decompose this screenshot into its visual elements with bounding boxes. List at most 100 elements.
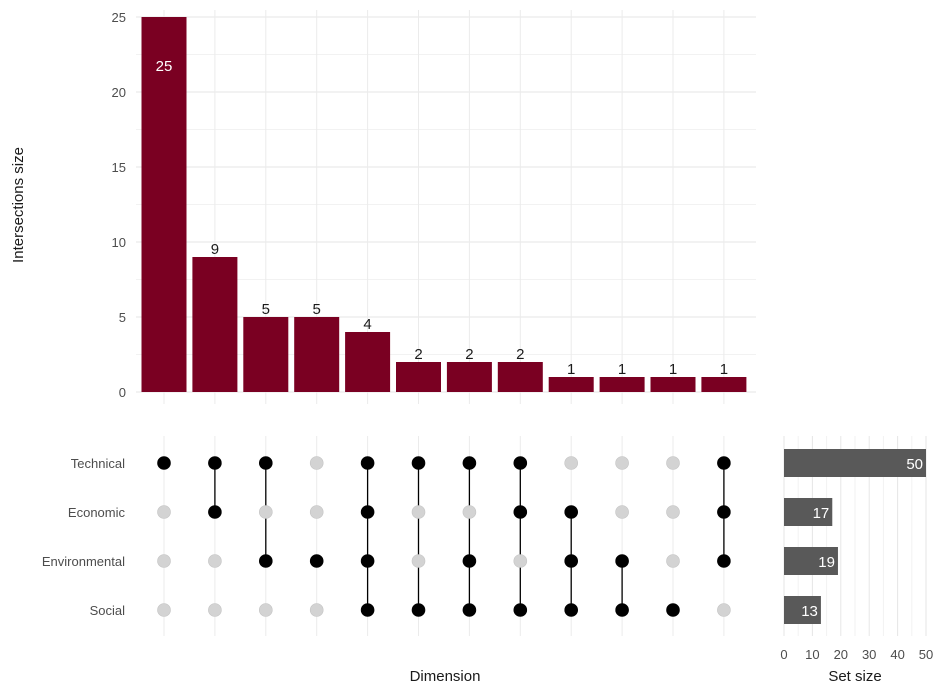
intersection-bar [548,377,594,392]
inactive-dot [309,456,324,470]
inactive-dot [411,505,426,519]
bar-value-label: 1 [567,361,575,378]
set-name-label: Economic [68,505,126,520]
set-size-tick-label: 20 [834,647,848,662]
set-size-bar [784,498,833,526]
set-size-bar [784,596,821,624]
intersection-bar [294,317,340,392]
active-dot [564,505,579,519]
active-dot [717,554,731,568]
bar-value-label: 9 [211,241,219,258]
inactive-dot [309,603,324,617]
bar-value-label: 1 [720,361,728,378]
bar-value-label: 2 [465,346,473,363]
active-dot [157,456,171,470]
bar-value-label: 1 [669,361,677,378]
inactive-dot [309,505,324,519]
set-size-tick-label: 40 [890,647,904,662]
active-dot [462,456,477,470]
inactive-dot [615,505,629,519]
bar-value-label: 25 [156,58,173,75]
active-dot [360,456,375,470]
active-dot [615,554,629,568]
active-dot [309,554,324,568]
active-dot [208,456,222,470]
set-size-tick-label: 50 [919,647,933,662]
inactive-dot [666,554,680,568]
active-dot [717,505,731,519]
set-size-tick-label: 10 [805,647,819,662]
set-size-bar [784,449,926,477]
set-size-axis-title: Set size [828,668,881,685]
inactive-dot [157,505,171,519]
active-dot [258,456,273,470]
x-axis-title: Dimension [410,668,481,685]
set-size-tick-label: 30 [862,647,876,662]
set-size-bar [784,547,838,575]
set-size-tick-label: 0 [780,647,787,662]
intersection-bar [599,377,645,392]
active-dot [615,603,629,617]
y-tick-label: 0 [119,385,126,400]
set-name-label: Social [90,603,126,618]
inactive-dot [208,603,222,617]
y-tick-label: 25 [112,10,126,25]
bar-value-label: 2 [516,346,524,363]
active-dot [564,603,579,617]
intersection-bar [345,332,391,392]
intersection-bar [446,362,492,392]
y-tick-label: 15 [112,160,126,175]
set-size-panel: 50 17 19 13 0 10 20 30 40 50 [780,449,933,662]
intersection-bar [396,362,441,392]
active-dot [462,554,477,568]
y-tick-label: 20 [112,85,126,100]
active-dot [208,505,222,519]
intersection-bars: 25 9 5 5 4 2 2 2 1 1 1 1 [141,17,747,392]
inactive-dot [564,456,579,470]
set-size-value-label: 13 [801,603,818,620]
set-name-label: Technical [71,456,125,471]
set-size-value-label: 19 [818,554,835,571]
set-size-value-label: 17 [813,505,830,522]
active-dot [513,456,528,470]
active-dot [360,554,375,568]
inactive-dot [513,554,528,568]
inactive-dot [157,603,171,617]
intersection-bar [701,377,747,392]
intersection-bar [192,257,238,392]
bar-value-label: 5 [313,301,321,318]
active-dot [411,456,426,470]
bar-value-label: 5 [262,301,270,318]
set-size-value-label: 50 [906,456,923,473]
active-dot [666,603,680,617]
active-dot [411,603,426,617]
active-dot [462,603,477,617]
intersection-bar [141,17,187,392]
inactive-dot [717,603,731,617]
set-name-label: Environmental [42,554,125,569]
active-dot [717,456,731,470]
inactive-dot [258,505,273,519]
inactive-dot [666,456,680,470]
active-dot [360,603,375,617]
bar-value-label: 4 [363,316,371,333]
inactive-dot [208,554,222,568]
intersection-matrix: Technical Economic Environmental Social [42,456,731,618]
inactive-dot [615,456,629,470]
active-dot [513,505,528,519]
inactive-dot [462,505,477,519]
intersection-bar [497,362,543,392]
active-dot [360,505,375,519]
y-tick-label: 5 [119,310,126,325]
active-dot [258,554,273,568]
inactive-dot [411,554,426,568]
y-tick-label: 10 [112,235,126,250]
y-axis-title: Intersections size [10,147,27,263]
inactive-dot [157,554,171,568]
inactive-dot [258,603,273,617]
bar-value-label: 2 [414,346,422,363]
bar-value-label: 1 [618,361,626,378]
intersection-bar [650,377,696,392]
active-dot [564,554,579,568]
